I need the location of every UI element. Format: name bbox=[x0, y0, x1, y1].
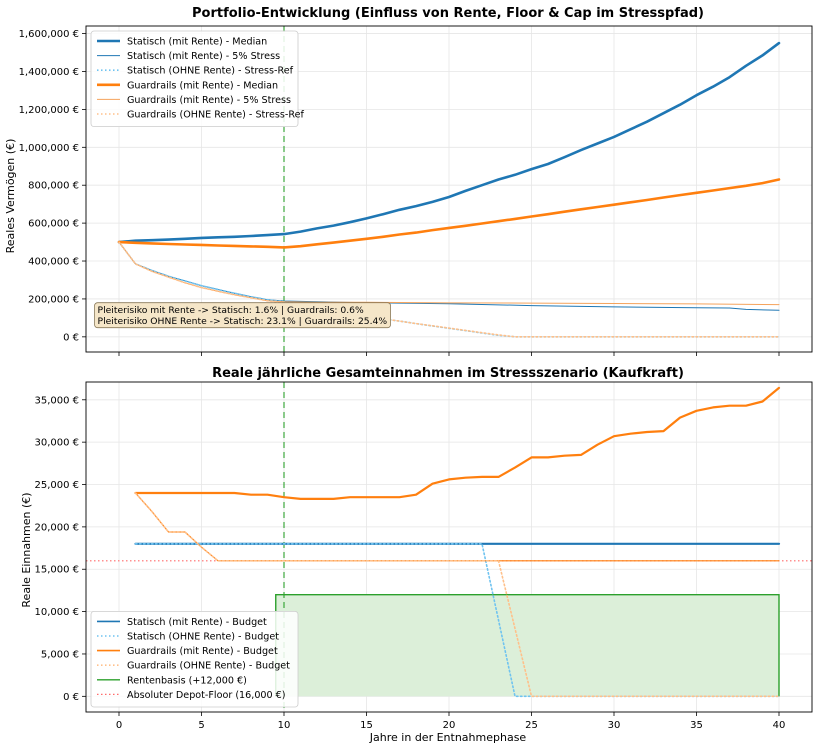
y-tick-label: 5,000 € bbox=[41, 649, 79, 660]
portfolio-plot: 0 € 200,000 € 400,000 € 600,000 € 800,000 € 1… bbox=[19, 25, 813, 356]
annotation-box bbox=[94, 302, 391, 329]
y-tick-label: 0 € bbox=[63, 692, 79, 703]
legend-label: Statisch (mit Rente) - Budget bbox=[127, 617, 267, 628]
series-line-1 bbox=[134, 542, 780, 698]
x-tick-label: 35 bbox=[690, 720, 703, 731]
y-tick-label: 25,000 € bbox=[34, 480, 79, 491]
x-tick-label: 25 bbox=[525, 720, 538, 731]
annotation-line: Pleiterisiko mit Rente -> Statisch: 1.6%… bbox=[98, 305, 364, 316]
legend-box bbox=[90, 611, 299, 708]
y-tick-label: 1,400,000 € bbox=[19, 67, 79, 78]
legend-box bbox=[90, 30, 299, 127]
x-tick-label: 15 bbox=[360, 720, 373, 731]
legend-label: Statisch (OHNE Rente) - Budget bbox=[127, 632, 279, 643]
legend: Statisch (mit Rente) - Median Statisch (m… bbox=[90, 30, 305, 127]
y-tick-label: 200,000 € bbox=[28, 294, 79, 305]
legend-label: Guardrails (OHNE Rente) - Stress-Ref bbox=[127, 110, 305, 121]
y-tick-label: 20,000 € bbox=[34, 522, 79, 533]
series-line-0 bbox=[117, 41, 781, 244]
income-plot: 0 € 5,000 € 10,000 € 15,000 € 20,000 € 25,000… bbox=[34, 381, 813, 731]
legend-label: Rentenbasis (+12,000 €) bbox=[127, 675, 247, 686]
legend-label: Guardrails (mit Rente) - 5% Stress bbox=[127, 95, 291, 106]
x-tick-label: 0 bbox=[116, 720, 122, 731]
legend-label: Statisch (mit Rente) - 5% Stress bbox=[127, 51, 280, 62]
legend-label: Absoluter Depot-Floor (16,000 €) bbox=[127, 690, 286, 701]
series-line-4 bbox=[134, 492, 780, 698]
y-tick-label: 30,000 € bbox=[34, 438, 79, 449]
y-tick-label: 600,000 € bbox=[28, 219, 79, 230]
y-tick-label: 1,600,000 € bbox=[19, 29, 79, 40]
x-tick-label: 20 bbox=[443, 720, 456, 731]
chart-title-portfolio: Portfolio-Entwicklung (Einfluss von Rent… bbox=[192, 6, 704, 21]
legend: Statisch (mit Rente) - Budget Statisch (O… bbox=[90, 611, 299, 708]
x-axis-label: Jahre in der Entnahmephase bbox=[369, 731, 527, 744]
x-tick-label: 10 bbox=[278, 720, 291, 731]
y-tick-label: 400,000 € bbox=[28, 257, 79, 268]
legend-label: Guardrails (mit Rente) - Median bbox=[127, 80, 278, 91]
y-tick-label: 35,000 € bbox=[34, 395, 79, 406]
legend-label: Guardrails (mit Rente) - Budget bbox=[127, 646, 278, 657]
x-tick-label: 30 bbox=[608, 720, 621, 731]
legend-label: Guardrails (OHNE Rente) - Budget bbox=[127, 661, 290, 672]
y-axis-label-income: Reale Einnahmen (€) bbox=[20, 492, 33, 607]
y-tick-label: 800,000 € bbox=[28, 181, 79, 192]
plot-area bbox=[86, 382, 812, 712]
y-tick-label: 0 € bbox=[63, 332, 79, 343]
y-tick-label: 1,200,000 € bbox=[19, 105, 79, 116]
y-tick-label: 10,000 € bbox=[34, 607, 79, 618]
series-line-3 bbox=[117, 178, 781, 249]
y-tick-label: 1,000,000 € bbox=[19, 143, 79, 154]
annotation-line: Pleiterisiko OHNE Rente -> Statisch: 23.… bbox=[98, 316, 388, 327]
legend-label: Statisch (OHNE Rente) - Stress-Ref bbox=[127, 66, 294, 77]
legend-label: Statisch (mit Rente) - Median bbox=[127, 37, 267, 48]
series-line-2 bbox=[134, 386, 781, 500]
y-axis-label-portfolio: Reales Vermögen (€) bbox=[4, 139, 17, 254]
chart-title-income: Reale jährliche Gesamteinnahmen im Stres… bbox=[212, 366, 684, 381]
x-tick-label: 5 bbox=[198, 720, 204, 731]
y-tick-label: 15,000 € bbox=[34, 565, 79, 576]
x-tick-label: 40 bbox=[773, 720, 786, 731]
risk-annotation: Pleiterisiko mit Rente -> Statisch: 1.6%… bbox=[94, 302, 391, 329]
